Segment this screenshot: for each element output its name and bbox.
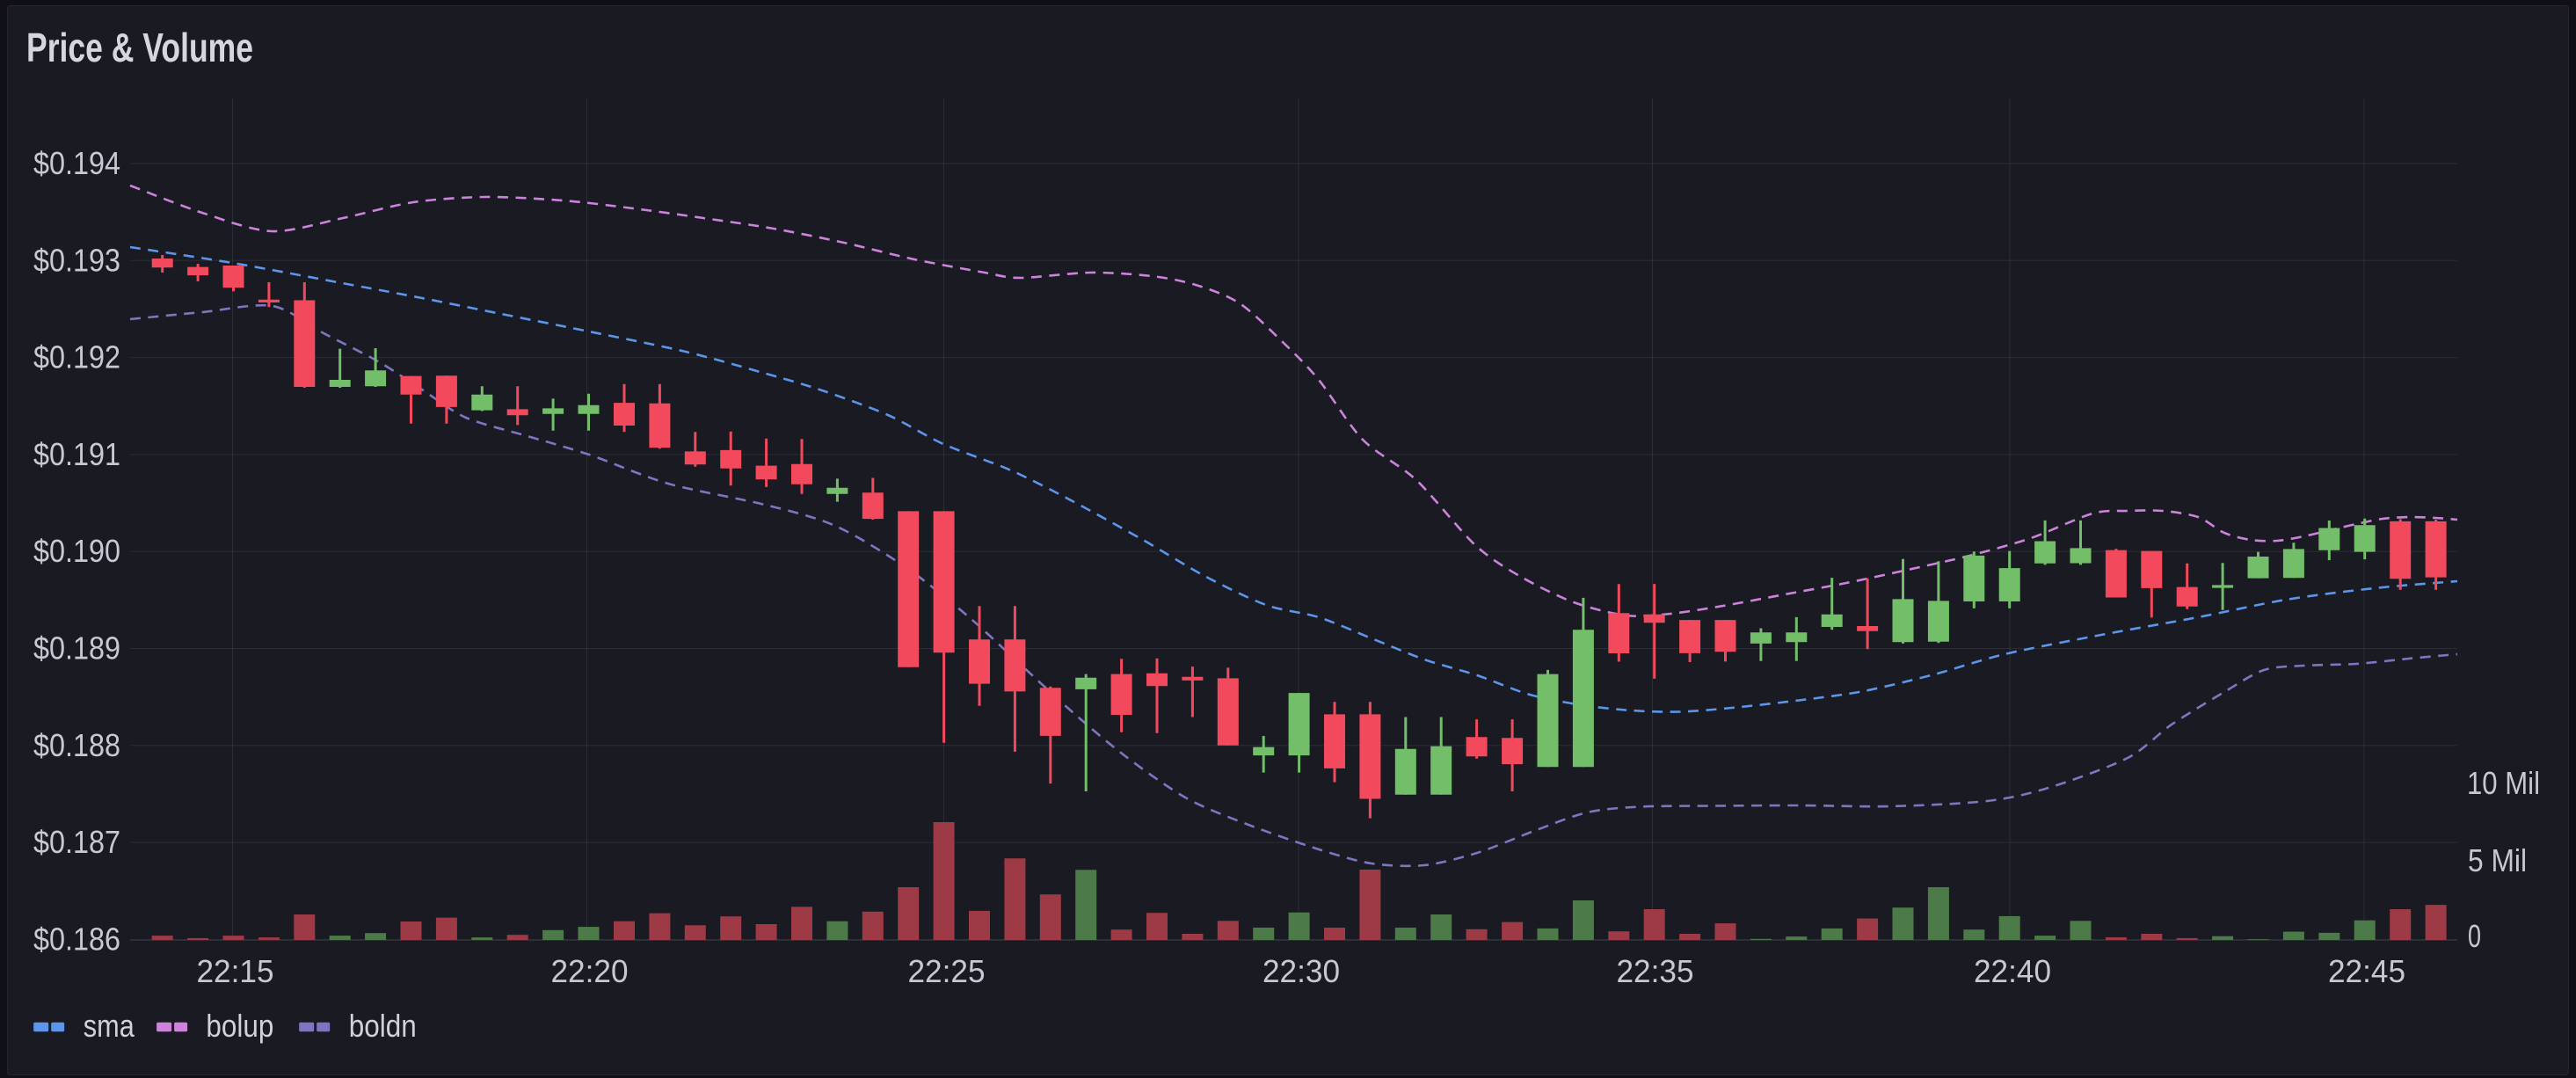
svg-text:bolup: bolup xyxy=(206,1008,273,1044)
svg-text:22:20: 22:20 xyxy=(551,953,629,989)
svg-text:Price & Volume: Price & Volume xyxy=(26,25,253,70)
svg-text:$0.186: $0.186 xyxy=(33,921,120,957)
svg-text:$0.187: $0.187 xyxy=(33,824,120,860)
svg-text:5 Mil: 5 Mil xyxy=(2468,842,2527,878)
svg-text:10 Mil: 10 Mil xyxy=(2467,765,2540,801)
svg-text:22:30: 22:30 xyxy=(1263,953,1340,989)
svg-text:22:45: 22:45 xyxy=(2328,953,2405,989)
svg-text:$0.190: $0.190 xyxy=(33,533,120,569)
svg-text:22:35: 22:35 xyxy=(1617,953,1694,989)
svg-text:$0.194: $0.194 xyxy=(33,145,120,181)
svg-text:22:40: 22:40 xyxy=(1974,953,2051,989)
svg-text:0: 0 xyxy=(2468,918,2481,954)
svg-text:$0.188: $0.188 xyxy=(33,727,120,763)
svg-text:22:25: 22:25 xyxy=(908,953,986,989)
svg-text:$0.193: $0.193 xyxy=(33,242,120,278)
svg-text:$0.192: $0.192 xyxy=(33,339,120,375)
svg-text:$0.189: $0.189 xyxy=(33,630,120,666)
svg-text:22:15: 22:15 xyxy=(197,953,274,989)
svg-text:sma: sma xyxy=(84,1008,135,1044)
svg-text:$0.191: $0.191 xyxy=(33,436,120,472)
svg-text:boldn: boldn xyxy=(349,1008,417,1044)
